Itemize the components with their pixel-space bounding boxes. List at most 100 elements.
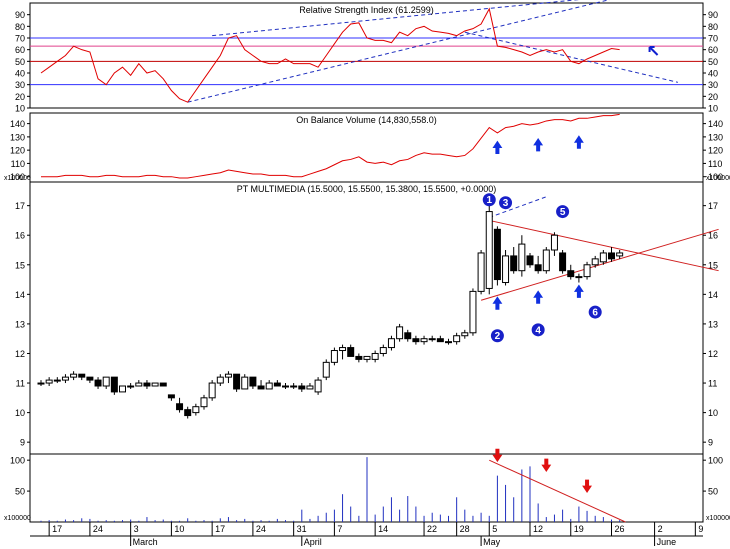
- volume-trendline: [489, 459, 626, 523]
- obv-tick-label: 110: [11, 159, 25, 169]
- obv-tick-label: 130: [10, 132, 25, 142]
- candle-body: [135, 382, 143, 387]
- candle-body: [314, 379, 322, 393]
- candle-body: [192, 406, 200, 414]
- price-tick-label: 16: [708, 231, 718, 241]
- price-tick-label: 14: [708, 290, 718, 300]
- wave-label: 2: [495, 331, 501, 342]
- month-label: June: [657, 537, 677, 547]
- obv-tick-label: 120: [10, 146, 25, 156]
- price-title: PT MULTIMEDIA (15.5000, 15.5500, 15.3800…: [237, 184, 497, 194]
- price-tick-label: 11: [16, 379, 25, 389]
- candle-body: [119, 385, 126, 393]
- obv-tick-label: 100: [10, 172, 25, 182]
- obv-arrow-up: [533, 137, 544, 152]
- wave-label-circle: [499, 196, 513, 210]
- price-tick-label: 17: [708, 201, 718, 211]
- candle-body: [542, 249, 550, 272]
- rsi-tick-label: 10: [15, 104, 25, 114]
- x-tick-label: 14: [378, 524, 388, 534]
- wave-label-circle: [588, 305, 602, 319]
- candle-body: [306, 385, 314, 390]
- candle-body: [151, 382, 159, 387]
- candle-body: [469, 290, 477, 334]
- candle-body: [599, 252, 607, 263]
- x-tick-label: 24: [256, 524, 266, 534]
- rsi-arrow: [648, 46, 659, 56]
- rsi-tick-label: 90: [708, 10, 718, 20]
- candle-body: [477, 252, 485, 292]
- x-tick-label: 12: [533, 524, 543, 534]
- candle-body: [526, 255, 534, 266]
- candle-body: [363, 355, 371, 360]
- price-tick-label: 11: [708, 379, 717, 389]
- candle-body: [502, 255, 510, 284]
- x-tick-label: 17: [52, 524, 62, 534]
- price-tick-label: 12: [708, 349, 718, 359]
- candle-body: [347, 347, 355, 357]
- candle-body: [387, 338, 395, 349]
- obv-scale-tag: x100000: [4, 175, 31, 182]
- x-tick-label: 2: [658, 524, 663, 534]
- obv-arrow-up: [573, 135, 584, 149]
- candle-body: [143, 382, 151, 387]
- x-tick-label: 7: [337, 524, 342, 534]
- candle-body: [184, 409, 192, 417]
- candle-body: [550, 234, 558, 251]
- candle-body: [510, 255, 518, 272]
- candle-body: [330, 350, 338, 363]
- x-tick-label: 10: [174, 524, 184, 534]
- candle-body: [445, 341, 452, 344]
- volume-tick-label: 50: [15, 487, 25, 497]
- candle-body: [453, 335, 461, 343]
- candle-body: [45, 379, 53, 384]
- candle-body: [61, 376, 69, 381]
- candle-body: [216, 376, 224, 384]
- volume-arrow-down: [541, 458, 552, 473]
- candle-body: [412, 338, 420, 343]
- price-tick-label: 9: [708, 438, 713, 448]
- panel-frame: [29, 112, 704, 183]
- wave-label: 3: [503, 198, 509, 209]
- wave-label: 6: [592, 308, 598, 319]
- candle-body: [534, 264, 542, 272]
- obv-arrow-up: [492, 140, 503, 154]
- candle-body: [290, 385, 298, 388]
- price-tick-label: 9: [20, 438, 25, 448]
- candle-body: [159, 382, 167, 387]
- candle-body: [371, 352, 379, 360]
- candle-body: [461, 332, 469, 337]
- candle-body: [70, 373, 78, 378]
- rsi-tick-label: 40: [15, 69, 25, 79]
- x-tick-label: 24: [93, 524, 103, 534]
- x-tick-label: 9: [698, 524, 703, 534]
- volume-scale-tag: x100000: [706, 515, 730, 522]
- candle-body: [167, 394, 175, 399]
- candle-body: [249, 376, 257, 387]
- candle-body: [339, 347, 347, 352]
- price-tick-label: 16: [15, 231, 25, 241]
- candle-body: [420, 338, 428, 343]
- volume-arrow-down: [582, 479, 592, 494]
- price-tick-label: 10: [708, 408, 718, 418]
- price-tick-label: 17: [15, 201, 25, 211]
- x-tick-label: 22: [427, 524, 437, 534]
- rsi-trendline: [212, 0, 580, 37]
- price-tick-label: 15: [15, 260, 25, 270]
- candle-body: [233, 373, 241, 390]
- candle-body: [485, 211, 493, 289]
- obv-tick-label: 120: [708, 146, 723, 156]
- candle-body: [94, 379, 102, 387]
- price-arrow-up: [573, 284, 584, 298]
- x-tick-label: 5: [492, 524, 497, 534]
- obv-title: On Balance Volume (14,830,558.0): [296, 115, 437, 125]
- candle-body: [110, 376, 118, 393]
- candle-body: [575, 276, 583, 279]
- rsi-tick-label: 70: [708, 34, 718, 44]
- rsi-tick-label: 30: [15, 80, 25, 90]
- obv-line: [41, 113, 620, 179]
- price-trendline: [489, 196, 547, 218]
- obv-scale-tag: x100000: [706, 175, 730, 182]
- month-label: April: [304, 537, 322, 547]
